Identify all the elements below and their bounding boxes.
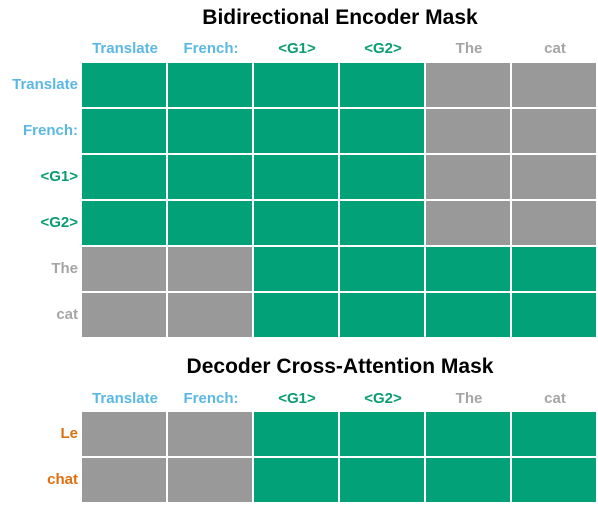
encoder-row-label-1: French:	[22, 122, 78, 139]
decoder-cell-r0-c4	[426, 412, 510, 456]
encoder-cell-r5-c1	[168, 293, 252, 337]
encoder-cell-r4-c1	[168, 247, 252, 291]
encoder-cell-r3-c5	[512, 201, 596, 245]
encoder-cell-r0-c1	[168, 63, 252, 107]
encoder-cell-r4-c0	[82, 247, 166, 291]
decoder-col-label-4: The	[455, 390, 483, 407]
encoder-row-label-0: Translate	[12, 76, 78, 93]
encoder-cell-r1-c4	[426, 109, 510, 153]
encoder-cell-r0-c5	[512, 63, 596, 107]
encoder-cell-r0-c0	[82, 63, 166, 107]
encoder-row-label-3: <G2>	[40, 214, 78, 231]
encoder-cell-r5-c5	[512, 293, 596, 337]
decoder-row-label-1: chat	[47, 471, 78, 488]
encoder-cell-r1-c2	[254, 109, 338, 153]
decoder-cell-r0-c0	[82, 412, 166, 456]
decoder-col-label-1: French:	[183, 390, 239, 407]
decoder-mask-grid	[82, 412, 596, 502]
decoder-col-label-3: <G2>	[364, 390, 402, 407]
encoder-cell-r1-c0	[82, 109, 166, 153]
encoder-cell-r5-c3	[340, 293, 424, 337]
encoder-cell-r2-c4	[426, 155, 510, 199]
encoder-col-label-5: cat	[544, 40, 566, 57]
encoder-cell-r4-c2	[254, 247, 338, 291]
decoder-col-label-5: cat	[544, 390, 566, 407]
decoder-cell-r1-c3	[340, 458, 424, 502]
encoder-cell-r2-c2	[254, 155, 338, 199]
encoder-cell-r0-c3	[340, 63, 424, 107]
encoder-row-label-4: The	[51, 260, 78, 277]
encoder-cell-r2-c3	[340, 155, 424, 199]
decoder-col-label-2: <G1>	[278, 390, 316, 407]
encoder-cell-r4-c4	[426, 247, 510, 291]
encoder-col-label-4: The	[455, 40, 483, 57]
decoder-cell-r1-c1	[168, 458, 252, 502]
encoder-cell-r0-c2	[254, 63, 338, 107]
encoder-row-label-2: <G1>	[40, 168, 78, 185]
decoder-cell-r0-c3	[340, 412, 424, 456]
decoder-cell-r0-c1	[168, 412, 252, 456]
decoder-col-label-0: Translate	[92, 390, 158, 407]
encoder-col-label-3: <G2>	[364, 40, 402, 57]
encoder-cell-r2-c1	[168, 155, 252, 199]
encoder-cell-r1-c5	[512, 109, 596, 153]
encoder-cell-r2-c0	[82, 155, 166, 199]
encoder-row-label-5: cat	[56, 306, 78, 323]
encoder-cell-r5-c0	[82, 293, 166, 337]
encoder-mask-grid	[82, 63, 596, 337]
encoder-cell-r2-c5	[512, 155, 596, 199]
encoder-cell-r3-c3	[340, 201, 424, 245]
encoder-cell-r3-c2	[254, 201, 338, 245]
encoder-cell-r3-c4	[426, 201, 510, 245]
encoder-cell-r4-c3	[340, 247, 424, 291]
decoder-cell-r1-c0	[82, 458, 166, 502]
encoder-cell-r3-c0	[82, 201, 166, 245]
encoder-cell-r0-c4	[426, 63, 510, 107]
encoder-cell-r1-c3	[340, 109, 424, 153]
decoder-cell-r1-c5	[512, 458, 596, 502]
encoder-cell-r5-c4	[426, 293, 510, 337]
decoder-title: Decoder Cross-Attention Mask	[186, 355, 494, 378]
decoder-cell-r0-c5	[512, 412, 596, 456]
encoder-col-label-2: <G1>	[278, 40, 316, 57]
encoder-cell-r4-c5	[512, 247, 596, 291]
decoder-cell-r1-c4	[426, 458, 510, 502]
encoder-cell-r1-c1	[168, 109, 252, 153]
decoder-row-label-0: Le	[60, 425, 78, 442]
encoder-title: Bidirectional Encoder Mask	[202, 6, 478, 29]
encoder-col-label-1: French:	[183, 40, 239, 57]
decoder-cell-r1-c2	[254, 458, 338, 502]
encoder-col-label-0: Translate	[92, 40, 158, 57]
encoder-cell-r3-c1	[168, 201, 252, 245]
decoder-cell-r0-c2	[254, 412, 338, 456]
encoder-cell-r5-c2	[254, 293, 338, 337]
